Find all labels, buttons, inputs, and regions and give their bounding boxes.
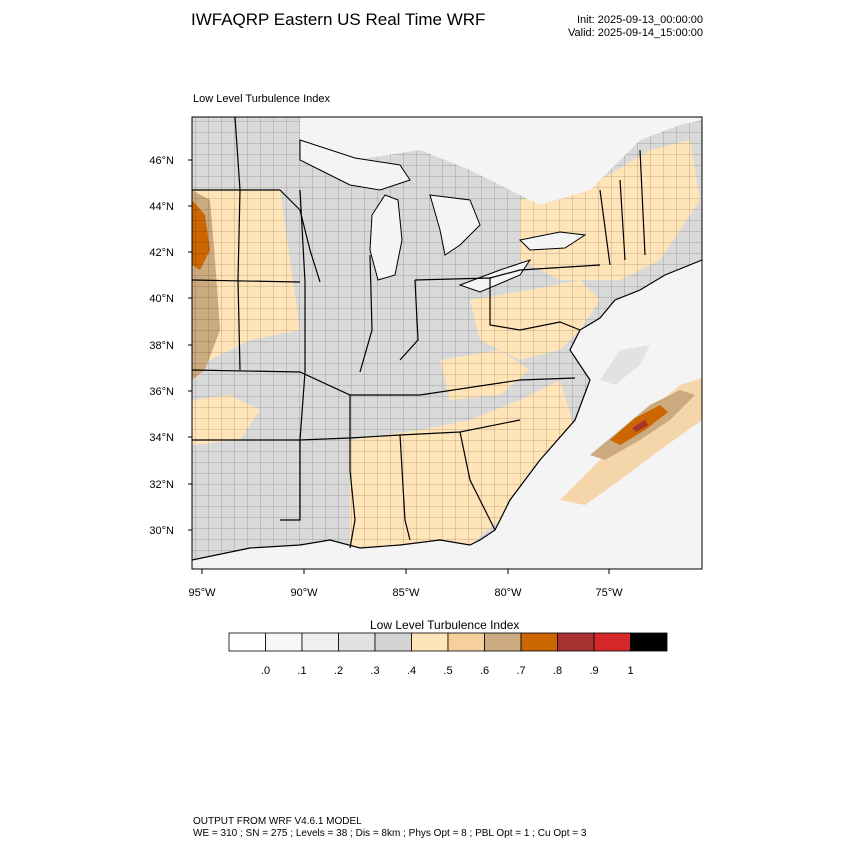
- lat-label: 44°N: [149, 201, 174, 213]
- lon-label: 85°W: [392, 587, 420, 599]
- colorbar-swatch: [301, 632, 339, 652]
- coastline: [192, 259, 702, 561]
- colorbar-swatch: [228, 632, 266, 652]
- lat-label: 40°N: [149, 293, 174, 305]
- colorbar-swatch: [630, 632, 668, 652]
- lake-erie: [458, 259, 532, 293]
- map-frame: [191, 116, 703, 570]
- lon-label: 80°W: [494, 587, 522, 599]
- lon-label: 75°W: [595, 587, 623, 599]
- lake-michigan: [369, 194, 403, 281]
- colorbar-swatch: [411, 632, 449, 652]
- map-subtitle: Low Level Turbulence Index: [193, 93, 330, 105]
- lat-label: 30°N: [149, 525, 174, 537]
- colorbar-swatch: [484, 632, 522, 652]
- colorbar-label: .2: [334, 665, 343, 677]
- colorbar-label: .4: [407, 665, 416, 677]
- colorbar-swatch: [338, 632, 376, 652]
- colorbar-swatch: [265, 632, 303, 652]
- colorbar-label: .9: [589, 665, 598, 677]
- colorbar-title: Low Level Turbulence Index: [370, 618, 520, 632]
- colorbar-label: .3: [370, 665, 379, 677]
- colorbar-label: .8: [553, 665, 562, 677]
- valid-time: Valid: 2025-09-14_15:00:00: [568, 27, 703, 39]
- lat-label: 38°N: [149, 340, 174, 352]
- map-field: [192, 117, 702, 569]
- lat-label: 46°N: [149, 155, 174, 167]
- colorbar-label: .5: [443, 665, 452, 677]
- lat-axis: 46°N 44°N 42°N 40°N 38°N 36°N 34°N 32°N …: [149, 155, 192, 537]
- colorbar-swatch: [520, 632, 558, 652]
- lat-label: 42°N: [149, 247, 174, 259]
- init-time: Init: 2025-09-13_00:00:00: [577, 14, 703, 26]
- lake-huron: [429, 194, 481, 256]
- colorbar-label: 1: [627, 665, 633, 677]
- lake-superior: [299, 139, 411, 191]
- colorbar-label: .7: [516, 665, 525, 677]
- lat-label: 34°N: [149, 432, 174, 444]
- lon-label: 95°W: [188, 587, 216, 599]
- footer-model: OUTPUT FROM WRF V4.6.1 MODEL: [193, 816, 362, 827]
- ocean-light-area: [600, 345, 650, 385]
- state-borders: [192, 117, 646, 549]
- colorbar-swatch: [557, 632, 595, 652]
- colorbar: .0 .1 .2 .3 .4 .5 .6 .7 .8 .9 1: [228, 632, 668, 677]
- colorbar-label: .0: [261, 665, 270, 677]
- colorbar-swatch: [374, 632, 412, 652]
- ocean-plume-very-high: [632, 420, 648, 432]
- lon-label: 90°W: [290, 587, 318, 599]
- colorbar-label: .6: [480, 665, 489, 677]
- page-title: IWFAQRP Eastern US Real Time WRF: [191, 10, 486, 29]
- colorbar-swatch: [447, 632, 485, 652]
- map-figure: 46°N 44°N 42°N 40°N 38°N 36°N 34°N 32°N …: [149, 116, 703, 677]
- colorbar-label: .1: [297, 665, 306, 677]
- lake-ontario: [518, 231, 587, 251]
- lat-label: 32°N: [149, 479, 174, 491]
- lon-axis: 95°W 90°W 85°W 80°W 75°W: [188, 569, 623, 599]
- lat-label: 36°N: [149, 386, 174, 398]
- footer-config: WE = 310 ; SN = 275 ; Levels = 38 ; Dis …: [193, 828, 587, 839]
- colorbar-swatch: [593, 632, 631, 652]
